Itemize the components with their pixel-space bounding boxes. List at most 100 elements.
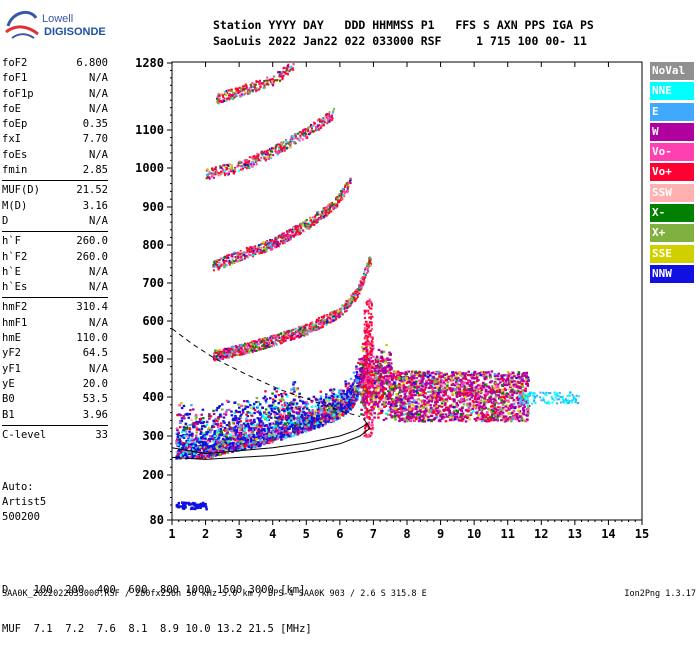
echo-point [273,437,276,439]
echo-point [219,445,222,447]
echo-point [257,428,260,430]
echo-point [332,210,334,212]
echo-point [301,431,304,433]
echo-point [264,390,267,392]
echo-point [245,422,248,424]
echo-point [275,396,278,398]
echo-point [228,351,230,353]
echo-point [185,447,188,449]
echo-point [191,456,194,458]
echo-point [272,439,275,441]
echo-point [322,411,325,413]
echo-point [324,116,326,118]
echo-point [287,412,290,414]
echo-point [195,418,198,420]
echo-point [328,406,331,408]
echo-point [293,136,295,138]
echo-point [202,409,205,411]
echo-point [318,322,320,324]
echo-point [310,414,313,416]
echo-point [367,271,369,273]
echo-point [241,344,243,346]
echo-point [294,234,296,236]
echo-point [189,413,192,415]
echo-point [358,293,360,295]
echo-point [312,328,314,330]
echo-point [203,450,206,452]
echo-point [292,383,295,385]
x-tick-label: 8 [403,527,410,541]
echo-point [340,190,342,192]
echo-point [324,118,326,120]
echo-point [231,351,233,353]
echo-point [190,404,193,406]
echo-point [258,433,261,435]
echo-point [257,441,260,443]
echo-point [313,425,316,427]
echo-point [187,417,190,419]
echo-point [254,245,256,247]
echo-point [278,394,281,396]
echo-point [180,402,183,404]
echo-point [216,352,218,354]
echo-point [255,84,257,86]
echo-point [207,176,209,178]
echo-point [325,415,328,417]
echo-point [307,416,310,418]
echo-point [329,210,331,212]
echo-point [303,129,305,131]
echo-point [225,169,227,171]
echo-point [300,137,302,139]
echo-point [314,420,317,422]
echo-point [285,240,287,242]
echo-point [253,163,255,165]
echo-point [284,242,286,244]
echo-point [321,409,324,411]
echo-point [251,254,253,256]
echo-point [350,182,352,184]
echo-point [210,415,213,417]
echo-point [185,444,188,446]
echo-point [325,323,327,325]
echo-point [327,205,329,207]
echo-point [270,242,272,244]
echo-point [176,440,179,442]
echo-point [216,447,219,449]
echo-point [266,337,268,339]
echo-point [352,396,355,398]
echo-point [207,169,209,171]
echo-point [247,446,250,448]
echo-point [323,217,325,219]
echo-point [275,144,277,146]
echo-point [202,455,205,457]
echo-point [247,441,250,443]
echo-point [252,343,254,345]
echo-point [269,337,271,339]
echo-point [289,333,291,335]
echo-point [260,430,263,432]
echo-point [298,139,300,141]
echo-point [357,362,360,364]
echo-point [265,249,267,251]
echo-point [198,421,201,423]
echo-point [355,390,358,392]
echo-point [319,218,321,220]
echo-point [233,172,235,174]
echo-point [223,352,225,354]
echo-point [296,231,298,233]
echo-point [293,431,296,433]
echo-point [217,96,219,98]
echo-point [293,387,296,389]
echo-point [280,393,283,395]
echo-point [257,405,260,407]
echo-point [365,267,367,269]
echo-point [252,405,255,407]
echo-point [221,452,224,454]
echo-point [230,348,232,350]
echo-point [247,249,249,251]
echo-point [282,233,284,235]
echo-point [233,427,236,429]
echo-point [216,171,218,173]
echo-point [329,313,331,315]
echo-point [349,305,351,307]
